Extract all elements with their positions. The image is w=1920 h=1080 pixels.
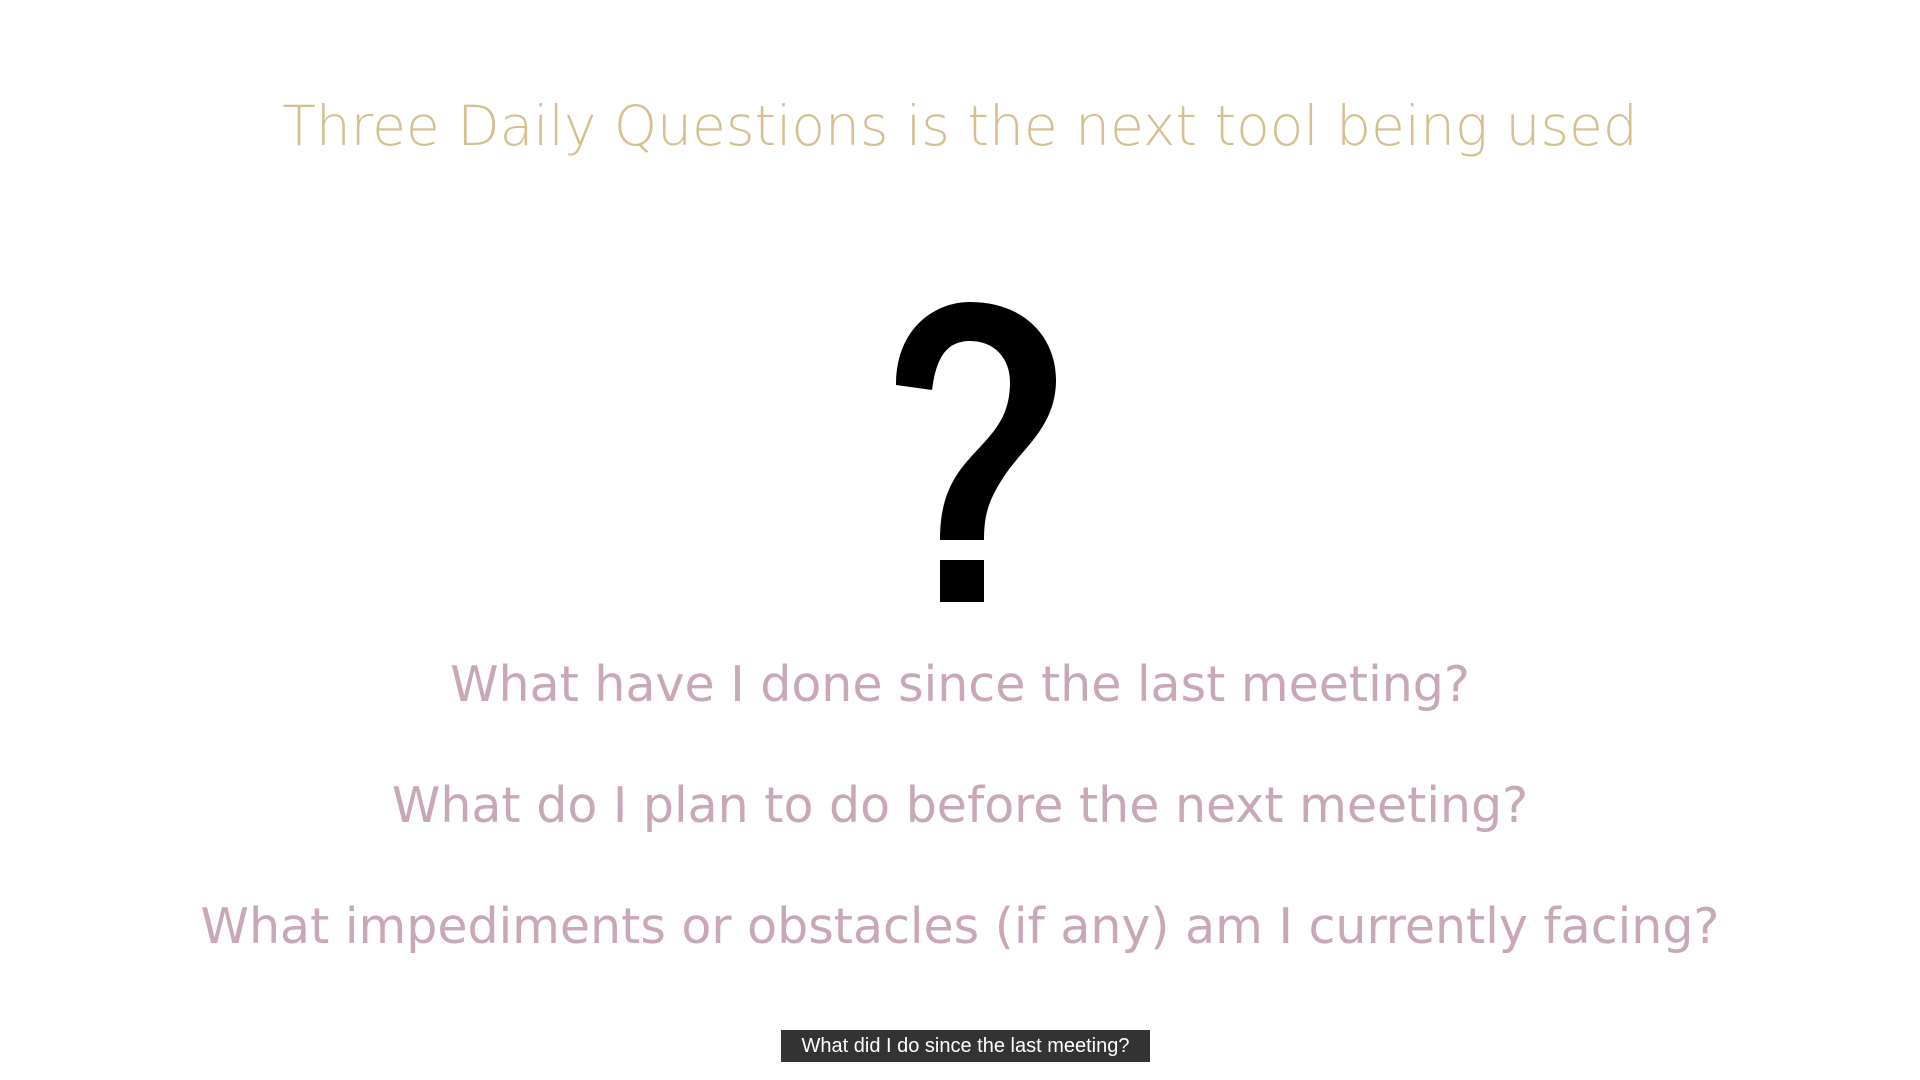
question-2: What do I plan to do before the next mee… bbox=[391, 777, 1529, 834]
subtitle-caption: What did I do since the last meeting? bbox=[781, 1030, 1150, 1062]
question-1: What have I done since the last meeting? bbox=[450, 656, 1470, 713]
question-3: What impediments or obstacles (if any) a… bbox=[200, 898, 1720, 955]
slide-title: Three Daily Questions is the next tool b… bbox=[282, 94, 1638, 158]
question-mark-icon bbox=[896, 302, 1056, 602]
